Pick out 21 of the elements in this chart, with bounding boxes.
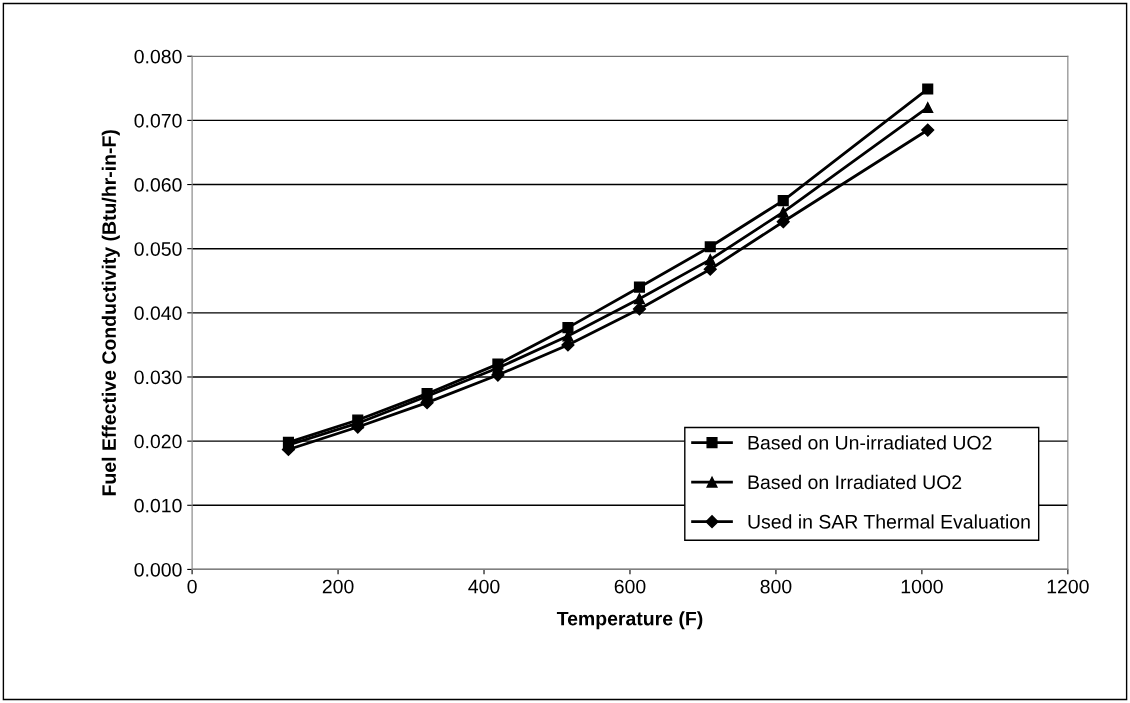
x-tick-label: 0 — [187, 579, 197, 594]
y-tick-label: 0.010 — [134, 498, 182, 513]
legend-label: Based on Irradiated UO2 — [748, 474, 962, 490]
legend-label: Used in SAR Thermal Evaluation — [748, 514, 1030, 529]
y-tick-label: 0.080 — [134, 49, 182, 64]
y-tick-label: 0.020 — [134, 434, 182, 449]
y-tick-label: 0.030 — [134, 370, 182, 385]
x-tick-label: 1000 — [901, 579, 943, 594]
y-tick-label: 0.050 — [134, 242, 182, 256]
x-axis-title: Temperature (F) — [556, 611, 703, 630]
y-tick-label: 0.070 — [134, 113, 182, 128]
y-tick-label: 0.040 — [134, 306, 182, 321]
y-tick-label: 0.000 — [134, 562, 182, 577]
x-tick-label: 200 — [322, 579, 354, 594]
x-tick-label: 800 — [760, 579, 792, 594]
legend-label: Based on Un-irradiated UO2 — [748, 435, 992, 450]
x-tick-label: 1200 — [1047, 579, 1089, 594]
y-tick-label: 0.060 — [134, 178, 182, 192]
y-axis-title: Fuel Effective Conductivity (Btu/hr-in-F) — [101, 130, 120, 496]
x-tick-label: 400 — [468, 579, 500, 594]
x-tick-label: 600 — [614, 579, 646, 594]
